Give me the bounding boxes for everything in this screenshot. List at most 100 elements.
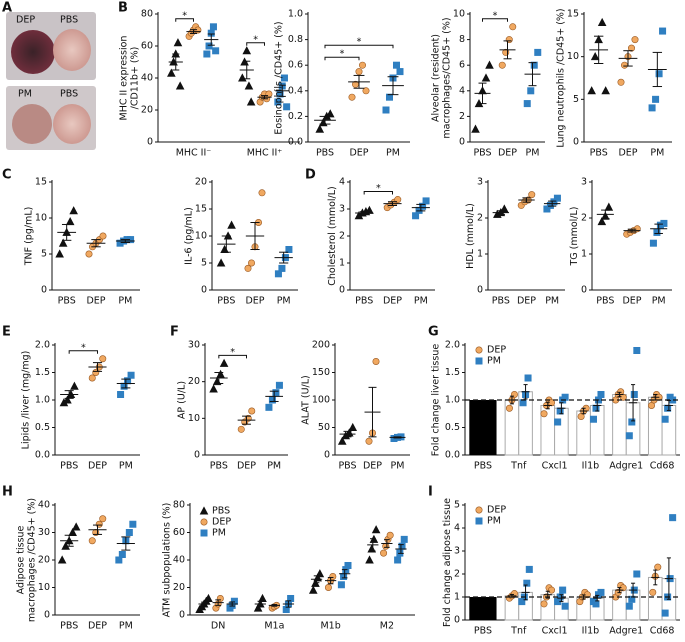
y-axis-label: /CD11b+ (%)	[129, 47, 140, 110]
legend-marker	[475, 506, 483, 514]
y-axis-label: AP (U/L)	[176, 381, 187, 419]
point	[216, 369, 225, 378]
y-tick-label: 0	[459, 137, 465, 148]
point	[209, 384, 218, 393]
x-tick-label: Tnf	[510, 626, 527, 637]
y-tick-label: 2	[339, 231, 345, 242]
point	[285, 246, 293, 254]
y-tick-label: 3	[581, 177, 587, 188]
point	[365, 437, 373, 445]
point	[392, 61, 400, 69]
point	[620, 61, 628, 69]
panel-label: B	[118, 1, 128, 16]
point	[625, 432, 633, 440]
point	[253, 603, 263, 612]
point	[655, 70, 663, 78]
y-tick-label: 0.0	[445, 450, 460, 461]
x-tick-label: Il1b	[582, 626, 600, 637]
y-axis-label: MHC II expression	[118, 36, 129, 121]
signif-bracket	[246, 42, 265, 46]
point	[348, 422, 358, 432]
signif-bracket	[324, 56, 360, 61]
legend-label: DEP	[487, 505, 506, 516]
y-tick-label: 20	[195, 177, 207, 188]
photo-label: PBS	[60, 89, 78, 100]
point	[509, 23, 517, 31]
point	[329, 572, 337, 580]
x-tick-label: PBS	[474, 626, 492, 637]
point	[274, 98, 282, 106]
signif-bracket	[324, 44, 394, 49]
x-tick-label: MHC II⁺	[247, 148, 283, 159]
x-tick-label: PBS	[60, 621, 78, 632]
point	[669, 514, 677, 522]
y-tick-label: 0.0	[288, 137, 303, 148]
point	[372, 357, 380, 365]
x-tick-label: PM	[119, 461, 133, 472]
x-tick-label: PBS	[492, 296, 510, 307]
legend-label: PM	[487, 516, 501, 527]
signif-bracket	[68, 350, 98, 354]
point	[554, 418, 562, 426]
y-tick-label: 0	[324, 450, 330, 461]
point	[58, 238, 68, 247]
bar	[612, 394, 627, 456]
point	[85, 250, 93, 258]
y-tick-label: 1.0	[35, 395, 50, 406]
point	[118, 550, 126, 558]
y-tick-label: 40	[173, 555, 185, 566]
y-tick-label: 0.5	[35, 422, 50, 433]
reference-bar	[469, 597, 497, 620]
y-tick-label: 20	[173, 582, 185, 593]
point	[344, 561, 352, 569]
point	[604, 202, 614, 211]
point	[380, 549, 388, 557]
y-tick-label: 6	[459, 60, 465, 71]
legend-marker	[200, 518, 208, 526]
y-tick-label: 15	[35, 177, 47, 188]
y-tick-label: 0.6	[288, 60, 303, 71]
point	[63, 395, 72, 404]
lung-dep	[11, 30, 55, 74]
y-tick-label: 1	[339, 258, 345, 269]
photo-label: PBS	[60, 15, 78, 26]
point	[173, 38, 183, 47]
x-tick-label: DEP	[383, 296, 402, 307]
panel-label: H	[2, 485, 13, 500]
point	[592, 600, 600, 608]
legend-label: PBS	[212, 506, 230, 517]
signif-bracket	[175, 18, 194, 22]
x-tick-label: PM	[386, 148, 400, 159]
y-tick-label: 5	[41, 249, 47, 260]
point	[382, 106, 390, 114]
point	[355, 68, 363, 76]
panel-label: F	[170, 325, 179, 340]
signif-label: *	[493, 10, 498, 21]
point	[337, 581, 345, 589]
x-tick-label: DEP	[363, 461, 382, 472]
point	[534, 48, 542, 56]
panel-label: C	[2, 168, 12, 183]
point	[394, 556, 402, 564]
y-axis-label: ALAT (U/L)	[301, 375, 312, 424]
point	[386, 531, 394, 539]
y-tick-label: 15	[195, 204, 207, 215]
y-tick-label: 0	[201, 285, 207, 296]
point	[371, 525, 381, 534]
x-tick-label: DN	[211, 621, 225, 632]
point	[597, 588, 605, 596]
point	[212, 47, 220, 55]
y-axis-label: Lung neutrophils /CD45+ (%)	[555, 8, 566, 147]
y-tick-label: 0	[41, 285, 47, 296]
point	[367, 544, 377, 553]
y-tick-label: 30	[188, 340, 200, 351]
point	[505, 404, 513, 412]
y-tick-label: 2	[581, 213, 587, 224]
legend-marker	[475, 357, 483, 365]
y-tick-label: 20	[141, 105, 153, 116]
x-tick-label: Cd68	[650, 461, 675, 472]
point	[649, 588, 657, 596]
point	[553, 194, 561, 202]
y-tick-label: 1.5	[35, 367, 50, 378]
point	[265, 403, 273, 411]
